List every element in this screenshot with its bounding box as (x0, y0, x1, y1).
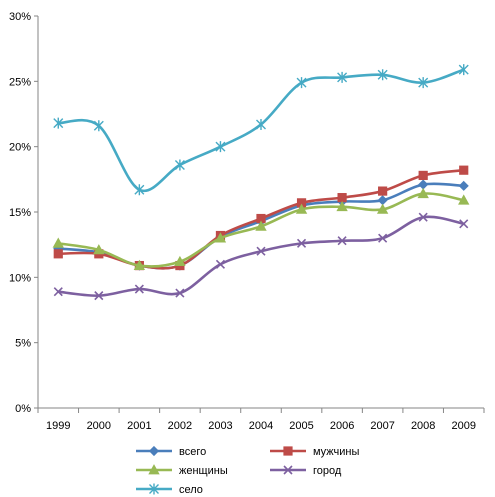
x-tick-label: 2003 (208, 420, 232, 432)
x-tick-label: 1999 (46, 420, 70, 432)
data-point (417, 187, 429, 199)
x-tick-label: 2001 (127, 420, 151, 432)
data-point (377, 195, 388, 206)
legend-swatch-marker (148, 464, 160, 475)
legend: всего мужчины женщины город село (136, 445, 359, 496)
legend-label: город (313, 465, 342, 477)
data-point (418, 212, 428, 222)
series-3 (52, 187, 470, 270)
data-point (256, 118, 266, 130)
axes: 0% 5% 10% 15% 20% 25% 30% 1999 2000 2001 2002 2003 2… (9, 11, 485, 432)
data-point (337, 193, 347, 203)
legend-label: мужчины (313, 446, 359, 458)
data-point (337, 236, 347, 246)
legend-swatch-marker (148, 445, 160, 457)
data-point (337, 71, 348, 83)
data-point (376, 203, 389, 214)
legend-item-5: село (136, 483, 203, 496)
data-point (93, 244, 105, 255)
series-group (52, 64, 470, 301)
data-point (53, 287, 63, 297)
data-point (93, 120, 104, 132)
data-point (174, 255, 186, 267)
data-point (53, 117, 64, 129)
legend-item-2: мужчины (270, 446, 359, 458)
data-point (134, 284, 144, 294)
legend-swatch-marker (149, 483, 159, 495)
data-point (378, 233, 388, 243)
data-point (459, 219, 469, 229)
data-point (458, 180, 469, 191)
data-point (295, 203, 308, 214)
data-point (214, 232, 227, 243)
data-point (296, 238, 307, 248)
legend-item-4: город (270, 465, 342, 477)
data-point (418, 179, 429, 190)
data-point (134, 184, 145, 196)
legend-swatch-marker (283, 446, 293, 456)
series-2 (53, 165, 469, 271)
x-tick-label: 2008 (411, 420, 435, 432)
data-point (418, 77, 429, 89)
data-point (378, 186, 388, 196)
data-point (377, 69, 388, 81)
series-4 (53, 212, 469, 301)
legend-item-1: всего (136, 445, 206, 458)
data-point (458, 194, 470, 205)
x-tick-label: 2002 (168, 420, 192, 432)
data-point (94, 291, 104, 301)
y-tick-label: 15% (9, 207, 31, 219)
data-point (418, 170, 428, 181)
series-line (56, 68, 466, 193)
y-tick-label: 30% (9, 11, 31, 23)
data-point (133, 259, 146, 270)
data-point (256, 246, 266, 256)
data-point (215, 141, 226, 153)
data-point (255, 220, 267, 231)
legend-item-3: женщины (136, 464, 228, 477)
data-point (459, 165, 469, 175)
legend-swatch-marker (283, 465, 293, 475)
data-point (296, 77, 307, 89)
x-tick-label: 2006 (330, 420, 354, 432)
legend-label: всего (179, 446, 206, 458)
legend-label: село (179, 484, 203, 496)
data-point (458, 64, 469, 76)
data-point (215, 259, 226, 269)
x-tick-label: 2004 (249, 420, 273, 432)
x-tick-label: 2005 (289, 420, 313, 432)
data-point (174, 159, 185, 171)
y-tick-label: 5% (15, 338, 31, 350)
series-5 (53, 64, 469, 196)
y-tick-label: 0% (15, 403, 31, 415)
data-point (336, 200, 348, 212)
x-tick-label: 2007 (370, 420, 394, 432)
x-tick-label: 2009 (451, 420, 475, 432)
y-tick-label: 25% (9, 76, 31, 88)
data-point (52, 237, 64, 248)
y-tick-label: 20% (9, 142, 31, 154)
data-point (53, 249, 63, 259)
legend-label: женщины (179, 465, 228, 477)
data-point (175, 288, 185, 298)
y-tick-label: 10% (9, 272, 31, 284)
x-tick-label: 2000 (87, 420, 111, 432)
